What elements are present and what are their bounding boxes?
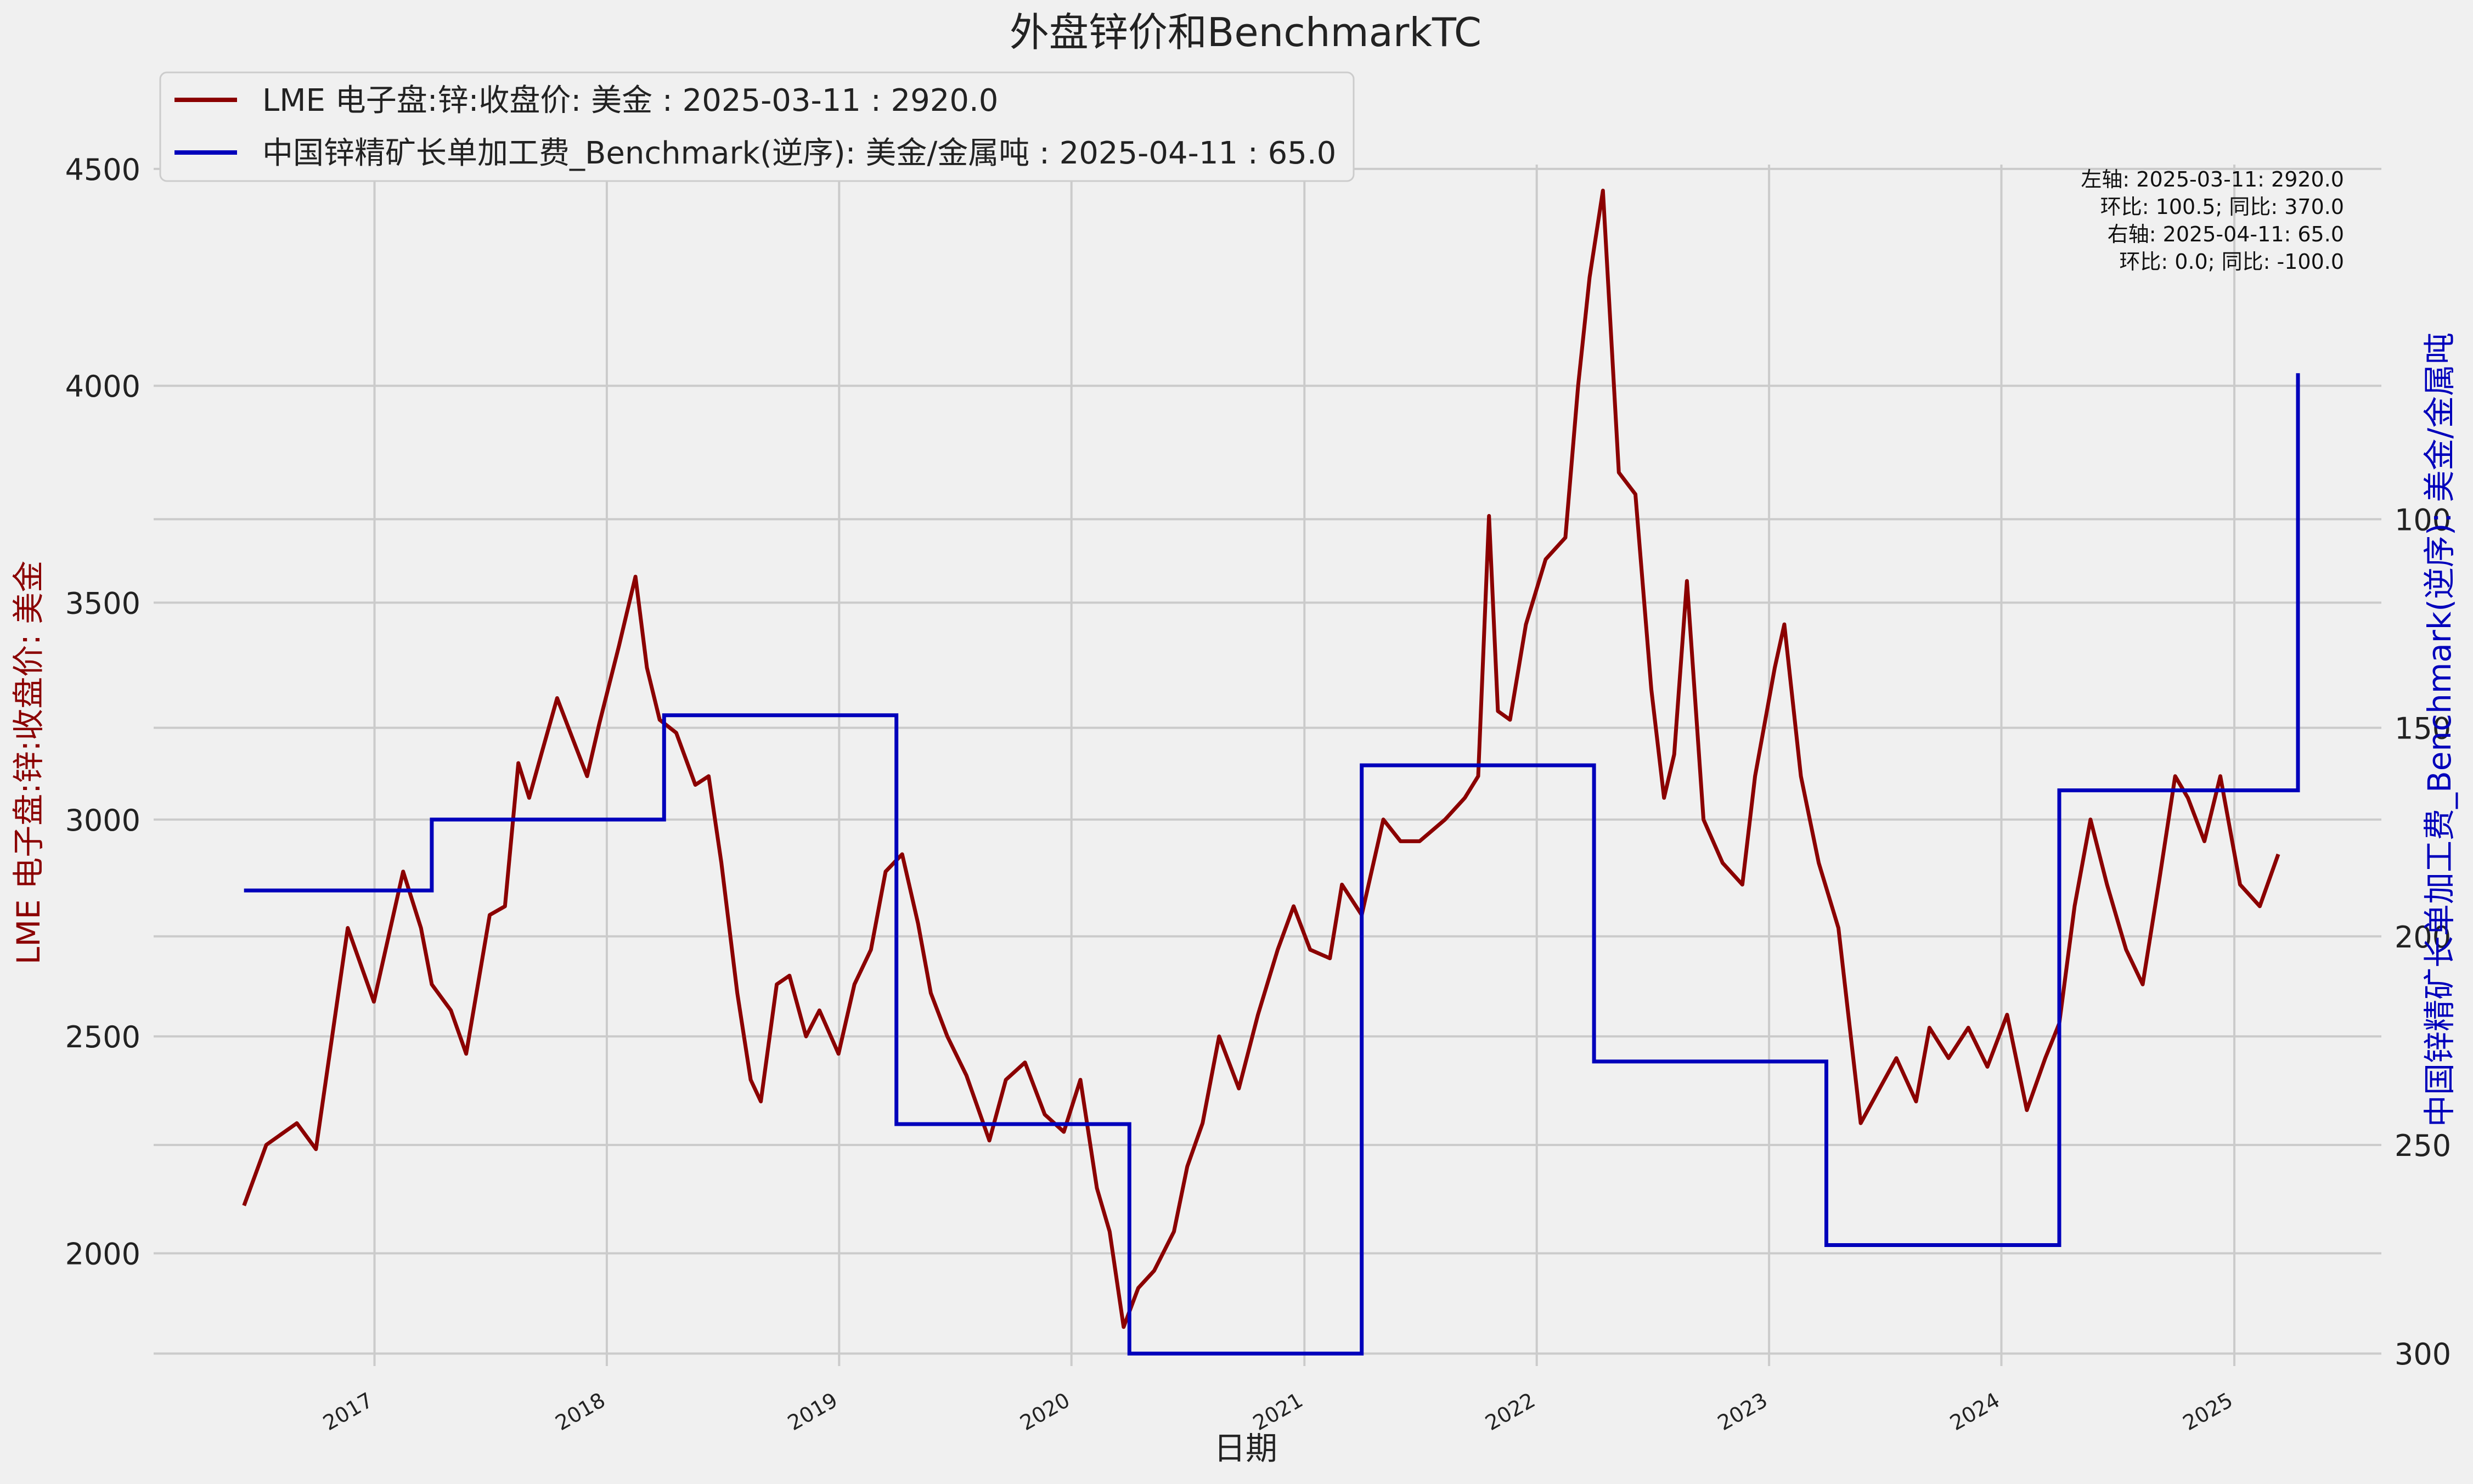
y-left-tick-4000: 4000 [65, 369, 140, 404]
legend-entry-benchmark: 中国锌精矿长单加工费_Benchmark(逆序): 美金/金属吨 : 2025-… [262, 136, 1336, 171]
y-left-tick-2000: 2000 [65, 1237, 140, 1271]
y-right-tick-150: 150 [2395, 712, 2451, 746]
annotation-line-2: 环比: 100.5; 同比: 370.0 [2100, 195, 2344, 219]
y-right-ticks: 100 150 200 250 300 [2395, 503, 2451, 1372]
y-left-tick-2500: 2500 [65, 1020, 140, 1054]
lme-zinc-price-line [242, 188, 2280, 1329]
stats-annotation: 左轴: 2025-03-11: 2920.0 环比: 100.5; 同比: 37… [2081, 167, 2344, 274]
y-right-tick-100: 100 [2395, 503, 2451, 537]
legend-entry-lme: LME 电子盘:锌:收盘价: 美金 : 2025-03-11 : 2920.0 [262, 83, 998, 119]
y-left-axis-label: LME 电子盘:锌:收盘价: 美金 [10, 561, 47, 965]
legend: LME 电子盘:锌:收盘价: 美金 : 2025-03-11 : 2920.0 … [159, 71, 1355, 182]
y-left-tick-3500: 3500 [65, 586, 140, 621]
y-left-ticks: 2000 2500 3000 3500 4000 4500 [65, 153, 140, 1272]
legend-box [159, 71, 1355, 182]
y-right-axis-label: 中国锌精矿长单加工费_Benchmark(逆序): 美金/金属吨 [2421, 332, 2458, 1127]
annotation-line-4: 环比: 0.0; 同比: -100.0 [2119, 250, 2344, 274]
y-right-tick-200: 200 [2395, 920, 2451, 955]
y-right-tick-300: 300 [2395, 1337, 2451, 1372]
annotation-line-1: 左轴: 2025-03-11: 2920.0 [2081, 167, 2344, 191]
benchmark-tc-step-line [244, 373, 2300, 1356]
y-right-tick-250: 250 [2395, 1128, 2451, 1163]
y-left-tick-3000: 3000 [65, 803, 140, 838]
y-left-tick-4500: 4500 [65, 153, 140, 187]
annotation-line-3: 右轴: 2025-04-11: 65.0 [2108, 222, 2344, 246]
x-axis-label: 日期 [1214, 1430, 1277, 1467]
chart-title: 外盘锌价和BenchmarkTC [1010, 9, 1481, 55]
